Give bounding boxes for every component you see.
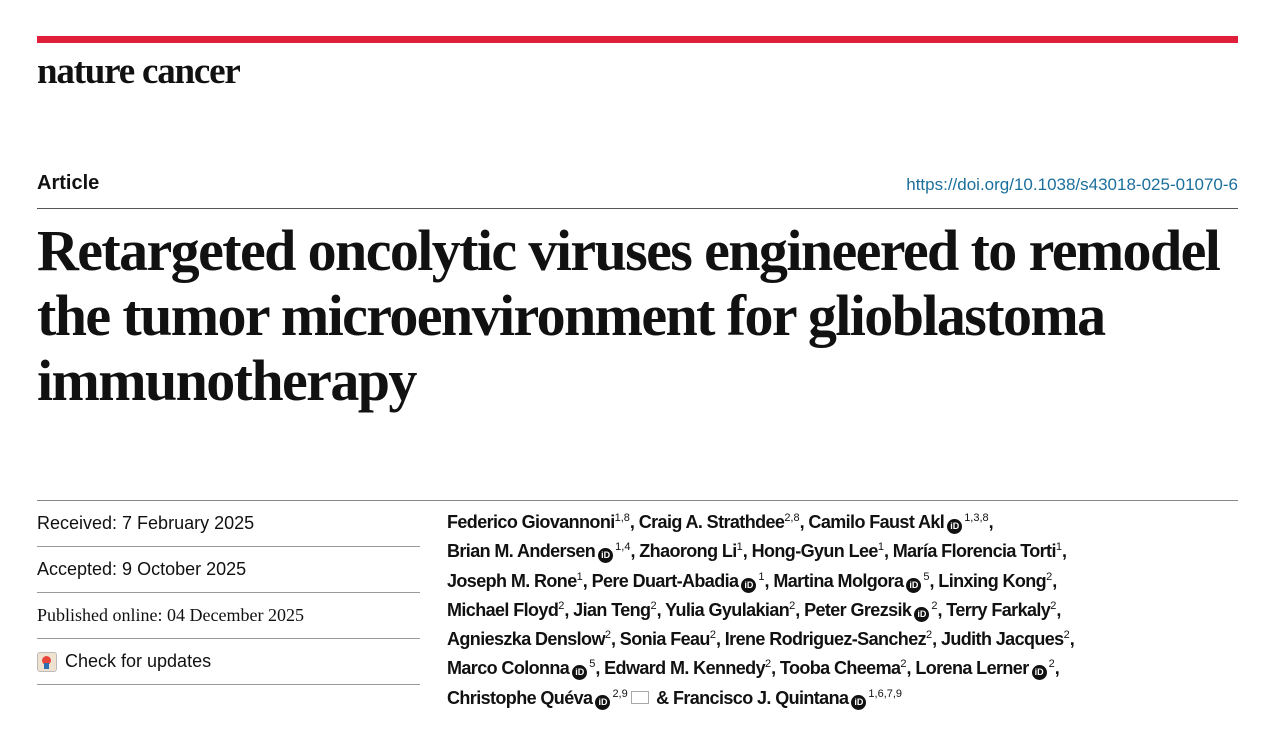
orcid-icon[interactable]: iD xyxy=(914,606,930,622)
affiliation-numbers[interactable]: 2 xyxy=(931,599,938,612)
affiliation-numbers[interactable]: 2 xyxy=(789,599,796,612)
author-name[interactable]: Peter Grezsik xyxy=(804,599,912,620)
author-name[interactable]: Federico Giovannoni xyxy=(447,512,615,532)
author-name[interactable]: Yulia Gyulakian xyxy=(665,599,790,620)
author-name[interactable]: Pere Duart-Abadia xyxy=(591,570,739,591)
affiliation-numbers[interactable]: 2 xyxy=(1050,599,1057,612)
author-name[interactable]: Lorena Lerner xyxy=(915,658,1029,679)
orcid-icon[interactable]: iD xyxy=(851,694,867,710)
author-name[interactable]: Marco Colonna xyxy=(447,658,570,679)
doi-link[interactable]: https://doi.org/10.1038/s43018-025-01070… xyxy=(906,175,1238,194)
orcid-icon[interactable]: iD xyxy=(947,519,963,534)
article-dates: Received: 7 February 2025 Accepted: 9 Oc… xyxy=(37,501,420,685)
affiliation-numbers[interactable]: 2 xyxy=(650,599,657,612)
orcid-icon[interactable]: iD xyxy=(595,694,611,710)
affiliation-numbers[interactable]: 2 xyxy=(1046,570,1053,583)
affiliation-numbers[interactable]: 2 xyxy=(1048,658,1055,671)
orcid-icon[interactable]: iD xyxy=(741,577,757,593)
affiliation-numbers[interactable]: 2 xyxy=(900,658,907,671)
received-date: Received: 7 February 2025 xyxy=(37,501,420,547)
author-name[interactable]: Agnieszka Denslow xyxy=(447,629,605,650)
article-title: Retargeted oncolytic viruses engineered … xyxy=(37,218,1221,413)
orcid-icon[interactable]: iD xyxy=(598,548,614,564)
affiliation-numbers[interactable]: 1,4 xyxy=(615,541,631,554)
orcid-icon[interactable]: iD xyxy=(572,665,588,681)
orcid-icon[interactable]: iD xyxy=(906,577,922,593)
affiliation-numbers[interactable]: 2,8 xyxy=(784,512,800,524)
author-name[interactable]: Edward M. Kennedy xyxy=(604,658,765,679)
affiliation-numbers[interactable]: 1 xyxy=(877,541,884,554)
author-name[interactable]: Sonia Feau xyxy=(619,629,711,650)
accepted-date: Accepted: 9 October 2025 xyxy=(37,547,420,593)
author-name[interactable]: Francisco J. Quintana xyxy=(672,687,849,708)
affiliation-numbers[interactable]: 1 xyxy=(1055,541,1062,554)
author-list: Federico Giovannoni1,8, Craig A. Strathd… xyxy=(447,512,1075,710)
affiliation-numbers[interactable]: 2 xyxy=(764,658,772,671)
author-name[interactable]: Craig A. Strathdee xyxy=(638,512,785,532)
check-for-updates-button[interactable]: Check for updates xyxy=(37,639,420,685)
email-icon[interactable] xyxy=(630,690,649,704)
published-date: Published online: 04 December 2025 xyxy=(37,593,420,639)
affiliation-numbers[interactable]: 1 xyxy=(736,541,743,554)
author-name[interactable]: Brian M. Andersen xyxy=(447,541,596,562)
author-name[interactable]: Linxing Kong xyxy=(938,570,1047,591)
affiliation-numbers[interactable]: 2,9 xyxy=(612,687,628,700)
affiliation-numbers[interactable]: 2 xyxy=(558,599,565,612)
author-name[interactable]: Camilo Faust Akl xyxy=(808,512,945,532)
author-name[interactable]: Michael Floyd xyxy=(447,599,559,620)
affiliation-numbers[interactable]: 2 xyxy=(926,629,933,642)
article-type: Article xyxy=(37,172,100,194)
author-name[interactable]: Hong-Gyun Lee xyxy=(751,541,879,562)
author-name[interactable]: Joseph M. Rone xyxy=(447,570,577,591)
divider xyxy=(37,208,1238,209)
author-name[interactable]: María Florencia Torti xyxy=(892,541,1057,562)
author-name[interactable]: Terry Farkaly xyxy=(946,599,1051,620)
divider xyxy=(37,500,1238,501)
affiliation-numbers[interactable]: 2 xyxy=(709,629,716,642)
orcid-icon[interactable]: iD xyxy=(1031,665,1047,681)
affiliation-numbers[interactable]: 1,3,8 xyxy=(964,512,989,524)
journal-logo[interactable]: nature cancer xyxy=(37,51,241,92)
check-for-updates-label: Check for updates xyxy=(65,651,212,671)
author-name[interactable]: Irene Rodriguez-Sanchez xyxy=(724,629,927,650)
affiliation-numbers[interactable]: 1 xyxy=(576,570,583,583)
author-name[interactable]: Zhaorong Li xyxy=(639,541,737,562)
author-name[interactable]: Martina Molgora xyxy=(773,570,904,591)
crossmark-icon xyxy=(37,651,57,672)
author-name[interactable]: Christophe Quéva xyxy=(447,687,593,708)
author-name[interactable]: Judith Jacques xyxy=(940,629,1064,650)
affiliation-numbers[interactable]: 5 xyxy=(589,658,596,671)
affiliation-numbers[interactable]: 1 xyxy=(758,570,765,583)
affiliation-numbers[interactable]: 1,8 xyxy=(614,512,630,524)
affiliation-numbers[interactable]: 2 xyxy=(604,629,611,642)
affiliation-numbers[interactable]: 1,6,7,9 xyxy=(868,687,903,700)
journal-brand-bar xyxy=(37,36,1238,43)
author-name[interactable]: Tooba Cheema xyxy=(779,658,901,679)
author-name[interactable]: Jian Teng xyxy=(573,599,651,620)
affiliation-numbers[interactable]: 5 xyxy=(923,570,930,583)
affiliation-numbers[interactable]: 2 xyxy=(1063,629,1070,642)
author-conjunction: & xyxy=(656,687,673,708)
